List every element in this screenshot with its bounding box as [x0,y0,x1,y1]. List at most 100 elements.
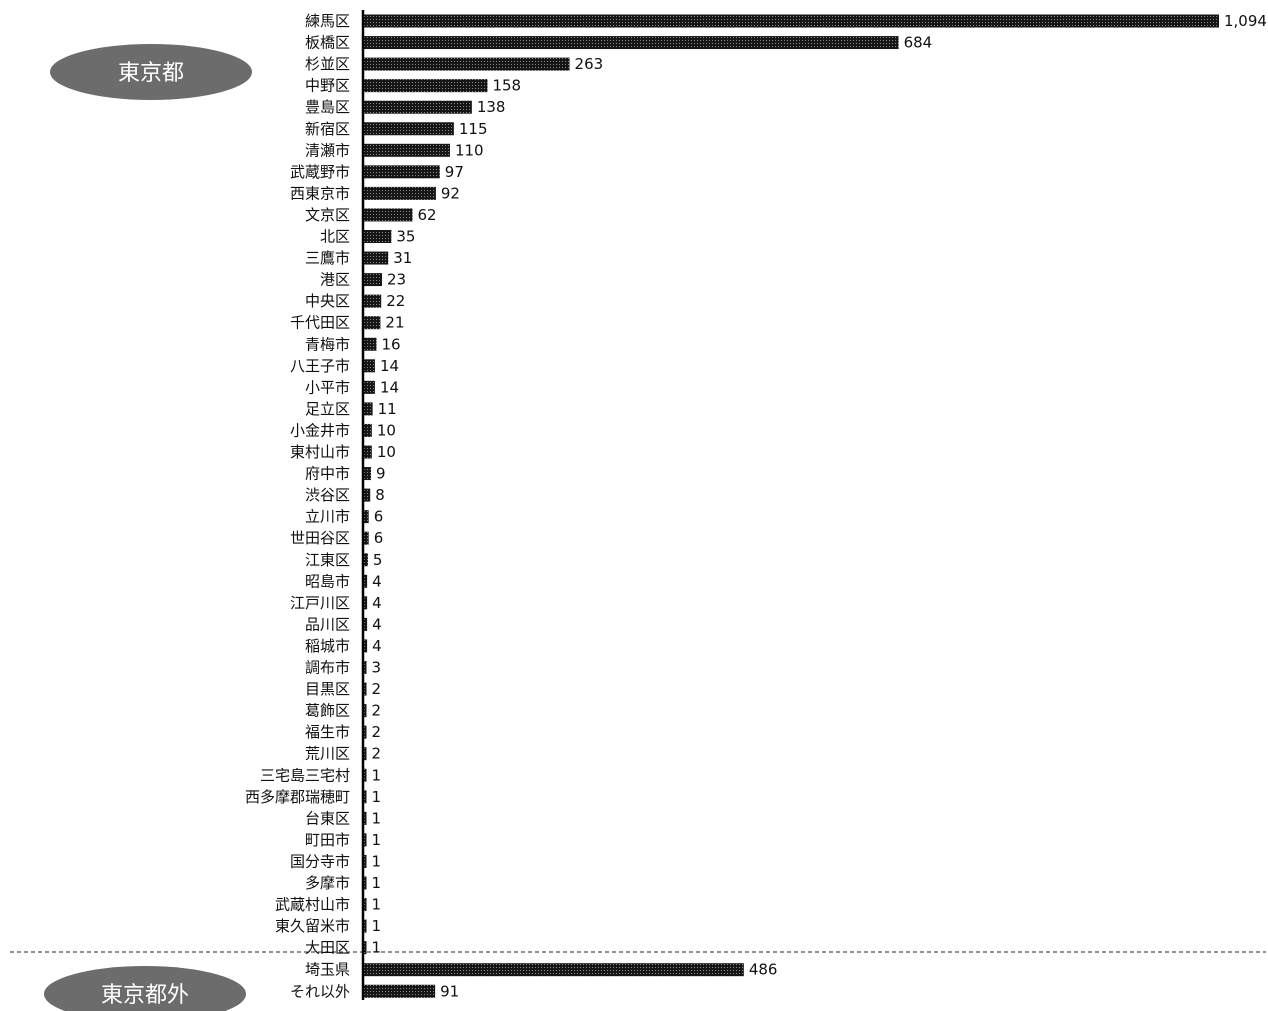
category-label: 武蔵野市 [290,163,350,181]
bar-39 [364,833,367,847]
category-label: それ以外 [290,982,350,1000]
value-label: 6 [374,529,384,547]
category-label: 稲城市 [305,637,350,655]
category-label: 世田谷区 [290,529,350,547]
bar-21 [364,445,372,459]
category-label: 千代田区 [290,314,350,332]
bar-7 [364,143,450,157]
category-label: 葛飾区 [305,702,350,720]
bar-17 [364,359,375,373]
category-label: 東久留米市 [275,917,350,935]
category-label: 東村山市 [290,443,350,461]
value-label: 23 [387,271,406,289]
category-label: 北区 [320,228,350,246]
bar-23 [364,488,371,502]
value-label: 1 [372,874,382,892]
value-label: 21 [385,314,404,332]
category-label: 町田市 [305,831,350,849]
value-label: 9 [376,465,386,483]
category-label: 三宅島三宅村 [260,766,350,784]
category-label: 目黒区 [305,680,350,698]
bar-20 [364,423,372,437]
category-label: 八王子市 [290,357,350,375]
category-label: 文京区 [305,206,350,224]
bar-33 [364,704,367,718]
value-label: 1 [372,852,382,870]
bar-35 [364,747,367,761]
bar-36 [364,768,367,782]
value-label: 16 [382,335,401,353]
value-label: 1,094 [1224,12,1267,30]
category-label: 国分寺市 [290,852,350,870]
bar-41 [364,876,367,890]
category-label: 福生市 [305,723,350,741]
value-label: 110 [455,141,484,159]
value-label: 3 [372,659,382,677]
bar-16 [364,337,377,351]
category-label: 台東区 [305,809,350,827]
bar-18 [364,380,375,394]
value-label: 5 [373,551,383,569]
bar-2 [364,36,899,50]
bar-9 [364,186,436,200]
value-label: 92 [441,184,460,202]
category-label: 昭島市 [305,572,350,590]
value-label: 97 [445,163,464,181]
value-label: 22 [386,292,405,310]
value-label: 486 [749,961,778,979]
category-label: 荒川区 [305,745,350,763]
category-label: 品川区 [305,615,350,633]
bar-15 [364,316,381,330]
group-badge-outside-tokyo [44,966,246,1011]
value-label: 115 [459,120,488,138]
category-label: 西多摩郡瑞穂町 [245,788,350,806]
group-badge-outside-tokyo-label: 東京都外 [101,983,189,1008]
bar-22 [364,467,372,481]
category-label: 練馬区 [305,12,350,30]
category-label: 武蔵村山市 [275,896,350,914]
category-label: 渋谷区 [305,486,350,504]
group-badge-tokyo-label: 東京都 [118,61,184,86]
value-label: 4 [372,572,382,590]
category-label: 中央区 [305,292,350,310]
bar-28 [364,596,368,610]
category-label: 小平市 [305,378,350,396]
bar-25 [364,531,369,545]
value-label: 1 [372,939,382,957]
category-label: 足立区 [305,400,350,418]
value-label: 1 [372,766,382,784]
group-badge-tokyo [50,44,252,100]
value-label: 35 [396,228,415,246]
value-label: 1 [372,831,382,849]
bar-29 [364,617,368,631]
bar-1 [364,14,1219,28]
value-label: 10 [377,443,396,461]
value-label: 2 [372,702,382,720]
value-label: 138 [477,98,506,116]
category-label: 小金井市 [290,421,350,439]
bar-40 [364,854,367,868]
value-label: 91 [440,982,459,1000]
bar-32 [364,682,367,696]
category-label: 板橋区 [305,34,350,52]
bar-11 [364,230,392,243]
bar-4 [364,79,488,93]
value-label: 2 [372,680,382,698]
value-label: 14 [380,378,399,396]
bar-27 [364,574,368,588]
value-label: 4 [372,594,382,612]
bar-45 [364,963,744,977]
value-label: 1 [372,788,382,806]
category-label: 府中市 [305,465,350,483]
bar-30 [364,639,368,653]
bar-3 [364,57,570,71]
bar-43 [364,919,367,933]
bar-38 [364,811,367,825]
category-label: 清瀬市 [305,141,350,159]
category-label: 調布市 [305,659,350,677]
bar-14 [364,294,382,308]
category-label: 港区 [320,271,350,289]
bar-12 [364,251,389,265]
category-label: 豊島区 [305,98,350,116]
